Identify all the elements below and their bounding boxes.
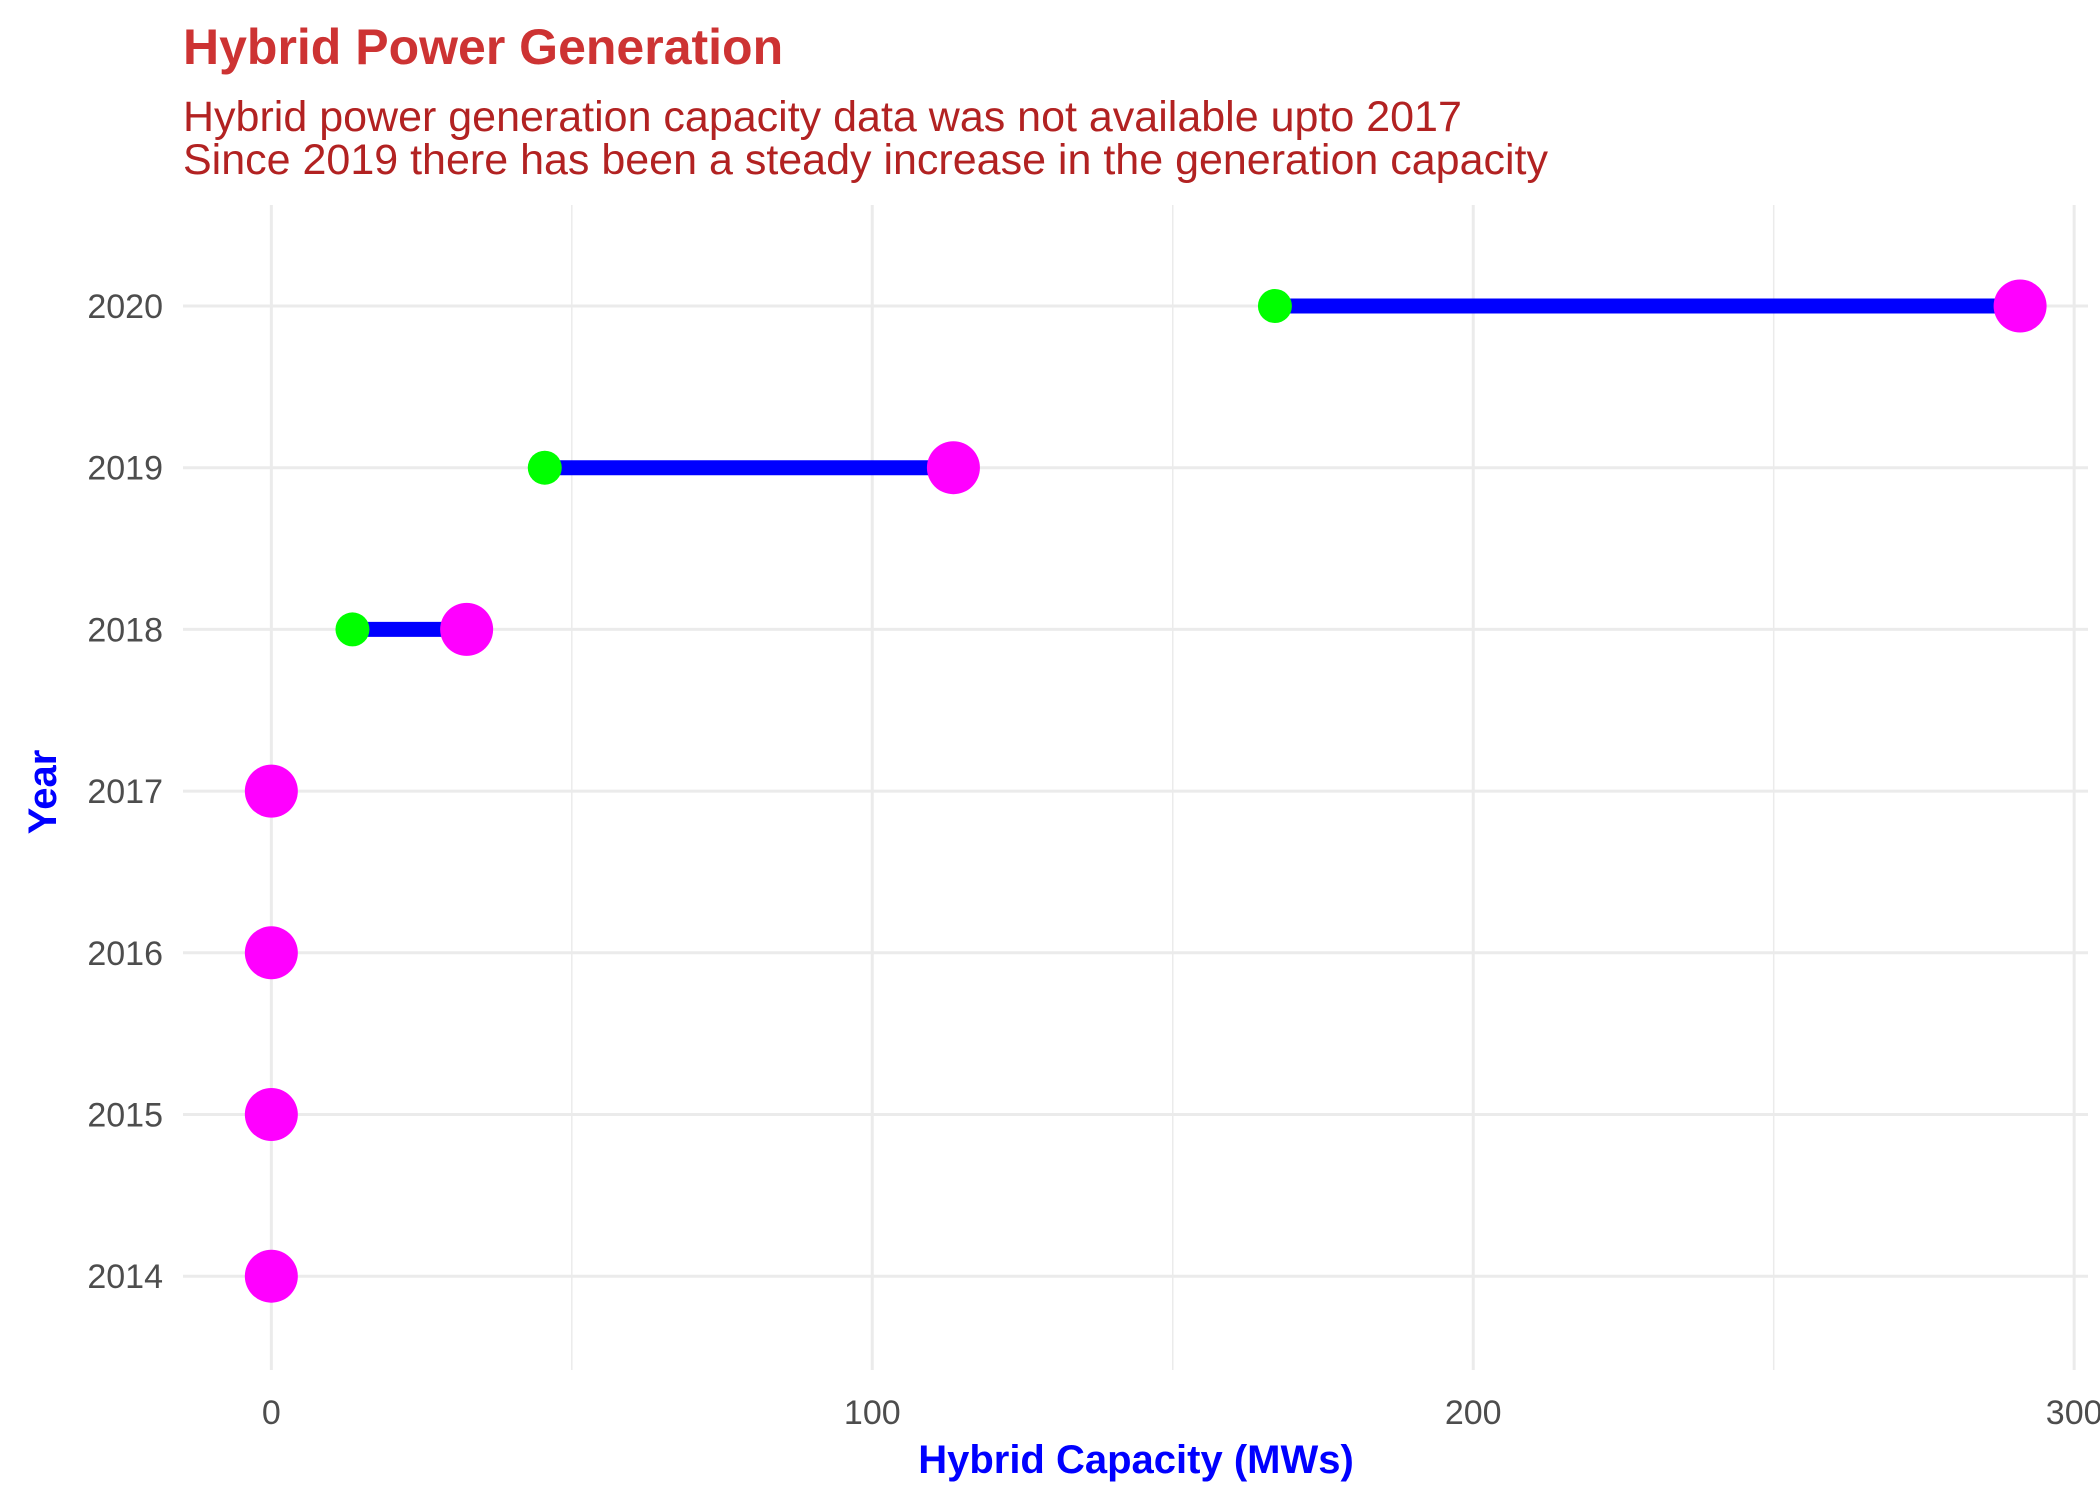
chart-subtitle-line-2: Since 2019 there has been a steady incre… [183,136,1548,184]
end-point-2017 [244,764,298,818]
x-axis-title: Hybrid Capacity (MWs) [918,1438,1354,1482]
y-tick-label: 2017 [87,773,163,811]
dumbbell-points [244,279,2047,1303]
y-tick-label: 2016 [87,935,163,973]
y-tick-label: 2018 [87,611,163,649]
end-point-2016 [244,926,298,980]
y-tick-label: 2019 [87,450,163,488]
y-tick-label: 2020 [87,288,163,326]
start-point-2018 [335,612,370,647]
y-axis-title: Year [21,750,65,835]
end-point-2014 [244,1249,298,1303]
minor-gridlines [571,205,1775,1370]
y-tick-label: 2014 [87,1258,163,1296]
end-point-2018 [440,602,494,656]
major-gridlines [183,205,2088,1370]
start-point-2020 [1257,289,1292,323]
end-point-2019 [926,441,980,495]
start-point-2019 [527,450,562,485]
x-tick-label: 0 [262,1394,281,1432]
y-tick-label: 2015 [87,1097,163,1135]
x-tick-label: 100 [844,1394,901,1432]
end-point-2015 [244,1088,298,1141]
x-tick-label: 200 [1445,1394,1502,1432]
end-point-2020 [1993,279,2047,333]
chart-title: Hybrid Power Generation [183,19,784,75]
x-axis-tick-labels: 0 100 200 300 [262,1394,2100,1432]
x-tick-label: 300 [2046,1394,2100,1432]
y-axis-tick-labels: 2014 2015 2016 2017 2018 2019 2020 [87,288,163,1296]
chart-subtitle-line-1: Hybrid power generation capacity data wa… [183,93,1462,141]
